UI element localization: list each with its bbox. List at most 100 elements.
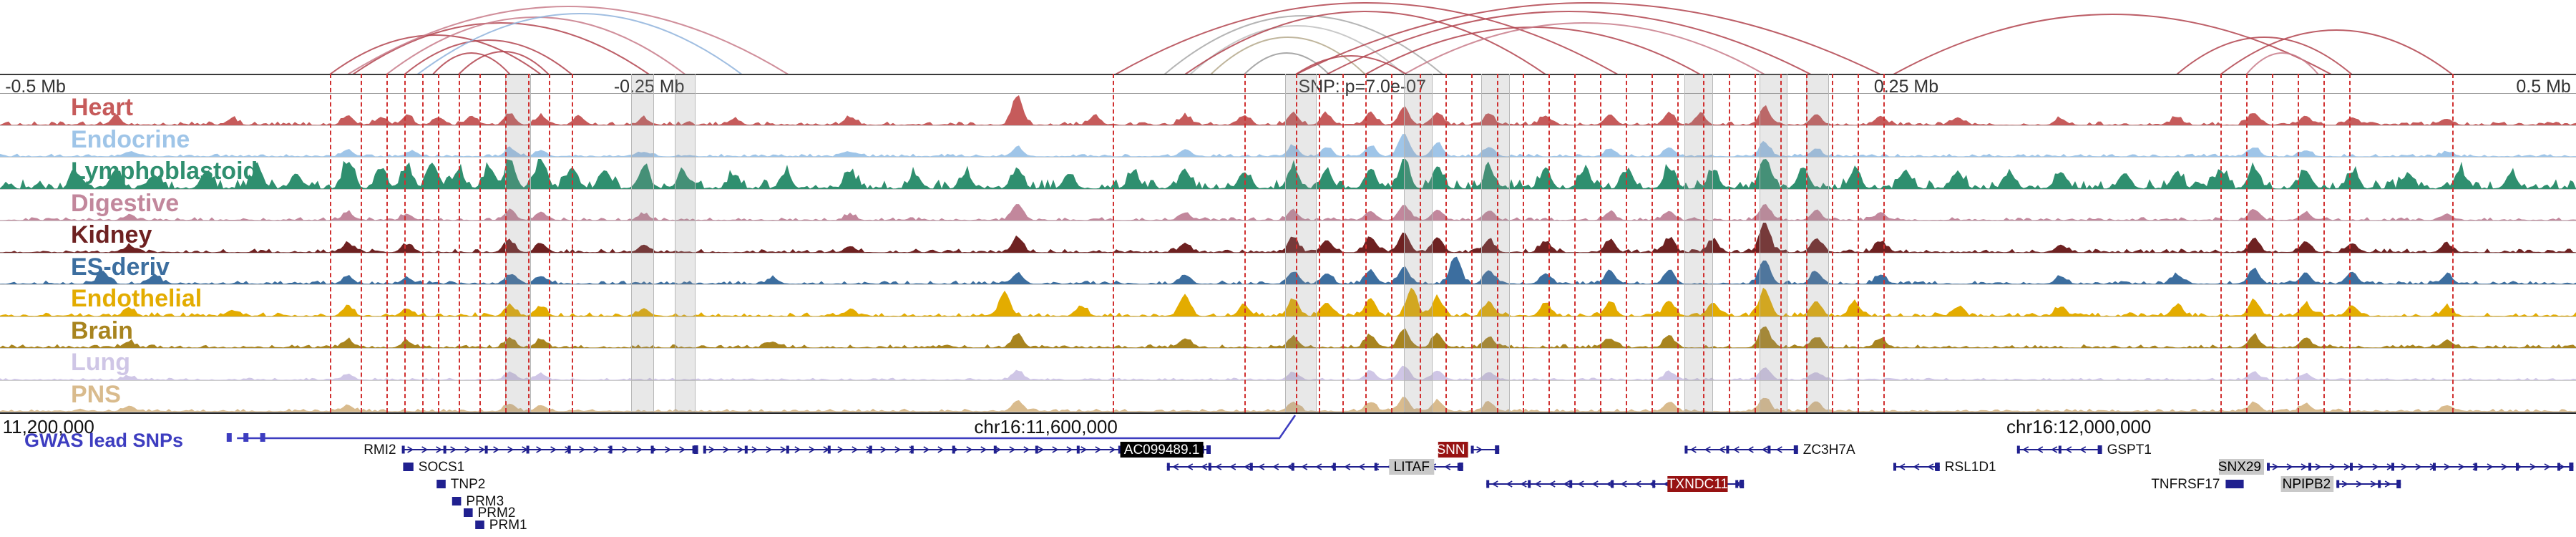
gene-label-snx29: SNX29 (2218, 460, 2261, 475)
track-label-lung[interactable]: Lung (71, 349, 131, 376)
signal-area-pns (0, 397, 2576, 412)
track-label-endocrine[interactable]: Endocrine (71, 125, 190, 153)
track-kidney[interactable]: Kidney (0, 221, 2576, 253)
interaction-arcs-layer (329, 2, 2453, 74)
gene-label-prm2: PRM2 (478, 505, 516, 521)
gene-zc3h7a[interactable]: ZC3H7A (1684, 442, 1855, 458)
interaction-arc (352, 22, 650, 74)
ruler-label-1: -0.25 Mb (613, 77, 685, 97)
interaction-arc (347, 6, 789, 74)
track-lymphoblastoid[interactable]: Lymphoblastoid (0, 158, 2576, 190)
track-label-brain[interactable]: Brain (71, 316, 133, 344)
gene-ac099489-1[interactable]: AC099489.1 (703, 442, 1211, 458)
track-label-es-deriv[interactable]: ES-deriv (71, 253, 170, 281)
interaction-arc (1295, 2, 1881, 74)
track-es-deriv[interactable]: ES-deriv (0, 253, 2576, 285)
gene-label-rmi2: RMI2 (364, 442, 396, 458)
track-endocrine[interactable]: Endocrine (0, 126, 2576, 158)
gene-rmi2[interactable]: RMI2 (364, 442, 698, 458)
gene-snx29[interactable]: SNX29 (2218, 459, 2574, 475)
interaction-arc (1244, 52, 1330, 74)
track-endothelial[interactable]: Endothelial (0, 285, 2576, 317)
gene-label-socs1: SOCS1 (419, 460, 464, 475)
signal-area-endothelial (0, 287, 2576, 316)
gwas-snp-marker[interactable] (226, 433, 232, 442)
interaction-arc (404, 39, 572, 74)
coordinate-axis-line (0, 412, 2576, 414)
track-pns[interactable]: PNS (0, 380, 2576, 412)
gene-label-tnp2: TNP2 (451, 477, 486, 492)
interaction-arc (1210, 37, 1366, 74)
interaction-arc (1295, 55, 1407, 74)
signal-area-digestive (0, 204, 2576, 221)
coordinate-label-right: chr16:12,000,000 (2006, 416, 2152, 437)
interaction-arc (416, 13, 743, 74)
gwas-track-line (237, 415, 1297, 440)
coordinate-label-center: chr16:11,600,000 (974, 416, 1118, 437)
gwas-snp-marker[interactable] (260, 433, 265, 442)
track-lung[interactable]: Lung (0, 349, 2576, 381)
signal-area-kidney (0, 222, 2576, 253)
gene-prm3[interactable]: PRM3 (452, 494, 504, 509)
gene-label-litaf: LITAF (1394, 460, 1430, 475)
coordinate-label-left: 11,200,000 (2, 416, 94, 437)
track-label-pns[interactable]: PNS (71, 380, 121, 408)
track-label-endothelial[interactable]: Endothelial (71, 285, 203, 312)
gene-prm1[interactable]: PRM1 (475, 518, 527, 533)
gene-track-layer: RMI2 AC099489.1 SNN ZC3H7A GSPT1 SOCS1 LITAF RS… (226, 415, 2574, 533)
gene-label-txndc11: TXNDC11 (1667, 477, 1728, 492)
gene-prm2[interactable]: PRM2 (464, 505, 515, 521)
gene-label-prm1: PRM1 (489, 518, 527, 533)
gene-txndc11[interactable]: TXNDC11 (1486, 476, 1745, 492)
gene-label-gspt1: GSPT1 (2107, 442, 2152, 458)
track-label-heart[interactable]: Heart (71, 94, 133, 121)
ruler-label-4: 0.5 Mb (2516, 77, 2571, 97)
track-label-lymphoblastoid[interactable]: Lymphoblastoid (71, 158, 258, 185)
interaction-arc (432, 52, 511, 74)
gene-label-zc3h7a: ZC3H7A (1803, 442, 1855, 458)
signal-area-lung (0, 365, 2576, 380)
gene-label-bg (1389, 459, 1435, 475)
track-digestive[interactable]: Digestive (0, 189, 2576, 221)
gene-litaf[interactable]: LITAF (1166, 459, 1463, 475)
track-heart[interactable]: Heart (0, 94, 2576, 126)
signal-area-endocrine (0, 134, 2576, 157)
gene-tnfrsf17[interactable]: TNFRSF17 (2151, 477, 2244, 492)
ruler-label-3: 0.25 Mb (1873, 77, 1939, 97)
gene-label-rsl1d1: RSL1D1 (1945, 460, 1996, 475)
track-brain[interactable]: Brain (0, 317, 2576, 349)
gene-snn[interactable]: SNN (1436, 442, 1500, 458)
gwas-snp-marker[interactable] (243, 433, 249, 442)
gene-rsl1d1[interactable]: RSL1D1 (1893, 460, 1996, 475)
interaction-arc (329, 34, 542, 74)
signal-area-lymphoblastoid (0, 158, 2576, 189)
gene-npipb2[interactable]: NPIPB2 (2280, 476, 2401, 492)
gene-label-snn: SNN (1436, 442, 1465, 458)
gwas-lead-snps-label: GWAS lead SNPs (24, 430, 184, 451)
ruler-label-0: -0.5 Mb (5, 77, 66, 97)
interaction-arc (2176, 37, 2353, 74)
gene-label-bg (2219, 459, 2264, 475)
signal-area-es-deriv (0, 256, 2576, 284)
gene-label-npipb2: NPIPB2 (2283, 477, 2331, 492)
interaction-arc (1115, 2, 1619, 74)
interaction-arc (458, 51, 550, 74)
interaction-arc (2220, 29, 2453, 74)
gene-label-bg (2280, 476, 2334, 492)
interaction-arc (1893, 14, 2332, 74)
interaction-arc (1403, 22, 1765, 74)
track-label-kidney[interactable]: Kidney (71, 221, 152, 248)
gene-gspt1[interactable]: GSPT1 (2016, 442, 2152, 458)
gene-tnp2[interactable]: TNP2 (436, 477, 485, 492)
ruler-band: -0.5 Mb -0.25 Mb SNP: p=7.0e-07 0.25 Mb 0.5 … (0, 74, 2576, 97)
interaction-arc (1326, 11, 1812, 74)
track-label-digestive[interactable]: Digestive (71, 189, 180, 217)
gene-label-bg (1667, 476, 1728, 492)
gene-label-bg (1438, 442, 1468, 458)
gene-socs1[interactable]: SOCS1 (403, 460, 464, 475)
interaction-arc (1163, 15, 1443, 74)
interaction-arc (2245, 52, 2319, 74)
signal-tracks-panel: Heart Endocrine Lymphoblastoid Digestive Kid… (0, 94, 2576, 412)
gene-label-tnfrsf17: TNFRSF17 (2151, 477, 2220, 492)
